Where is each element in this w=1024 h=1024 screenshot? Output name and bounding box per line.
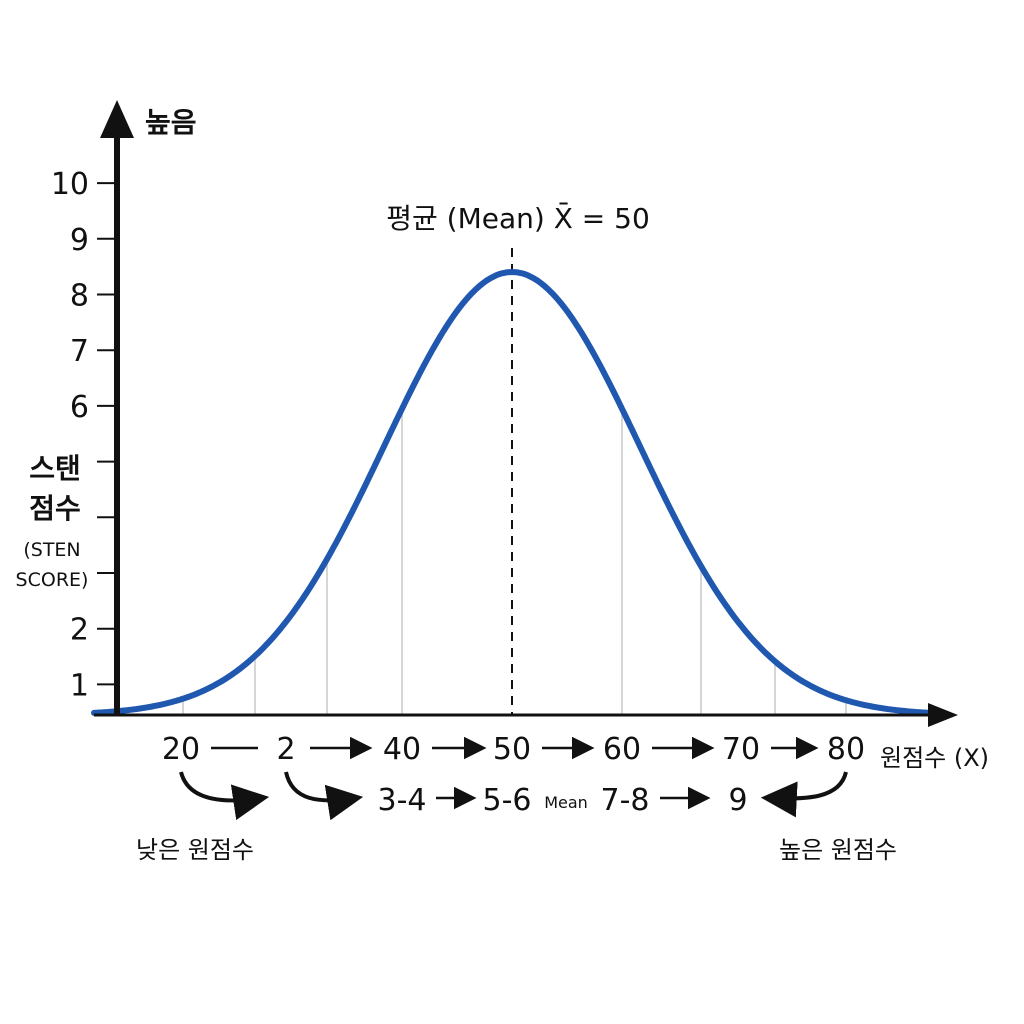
guide-lines xyxy=(182,408,847,715)
raw-label-2: 2 xyxy=(276,732,295,767)
y-axis-label-line-4: SCORE) xyxy=(16,569,89,591)
curved-arrow-left-2 xyxy=(284,771,364,821)
y-tick-label-2: 2 xyxy=(70,613,89,648)
y-axis-label-line-1: 스탠 xyxy=(29,452,81,485)
raw-label-70: 70 xyxy=(722,732,760,767)
curved-arrow-right xyxy=(760,771,848,818)
sten-label-mean: Mean xyxy=(544,793,588,812)
y-tick-label-1: 1 xyxy=(70,668,89,703)
sten-label-3-4: 3-4 xyxy=(378,783,427,818)
low-score-caption: 낮은 원점수 xyxy=(136,836,254,864)
raw-label-40: 40 xyxy=(383,732,421,767)
y-axis-arrowhead xyxy=(100,100,134,138)
raw-label-20: 20 xyxy=(162,732,200,767)
raw-label-80: 80 xyxy=(827,732,865,767)
x-axis-label: 원점수 (X) xyxy=(880,744,989,772)
y-tick-label-6: 6 xyxy=(70,390,89,425)
y-axis-label-line-2: 점수 xyxy=(29,492,81,525)
y-ticks: 1 2 6 7 8 9 10 xyxy=(51,167,117,703)
x-axis-arrowhead xyxy=(928,703,958,727)
y-tick-label-9: 9 xyxy=(70,223,89,258)
y-axis-top-label: 높음 xyxy=(145,106,197,139)
y-axis-label-line-3: (STEN xyxy=(23,539,80,561)
y-tick-label-10: 10 xyxy=(51,167,89,202)
curved-arrow-left-1 xyxy=(179,771,270,821)
y-tick-label-7: 7 xyxy=(70,334,89,369)
sten-label-9: 9 xyxy=(728,783,747,818)
y-tick-label-8: 8 xyxy=(70,279,89,314)
mean-caption: 평균 (Mean) X̄ = 50 xyxy=(386,201,650,235)
bell-curve xyxy=(91,268,933,716)
raw-label-60: 60 xyxy=(603,732,641,767)
sten-label-7-8: 7-8 xyxy=(601,783,650,818)
sten-label-5-6: 5-6 xyxy=(483,783,532,818)
high-score-caption: 높은 원점수 xyxy=(779,836,897,864)
raw-label-50: 50 xyxy=(493,732,531,767)
